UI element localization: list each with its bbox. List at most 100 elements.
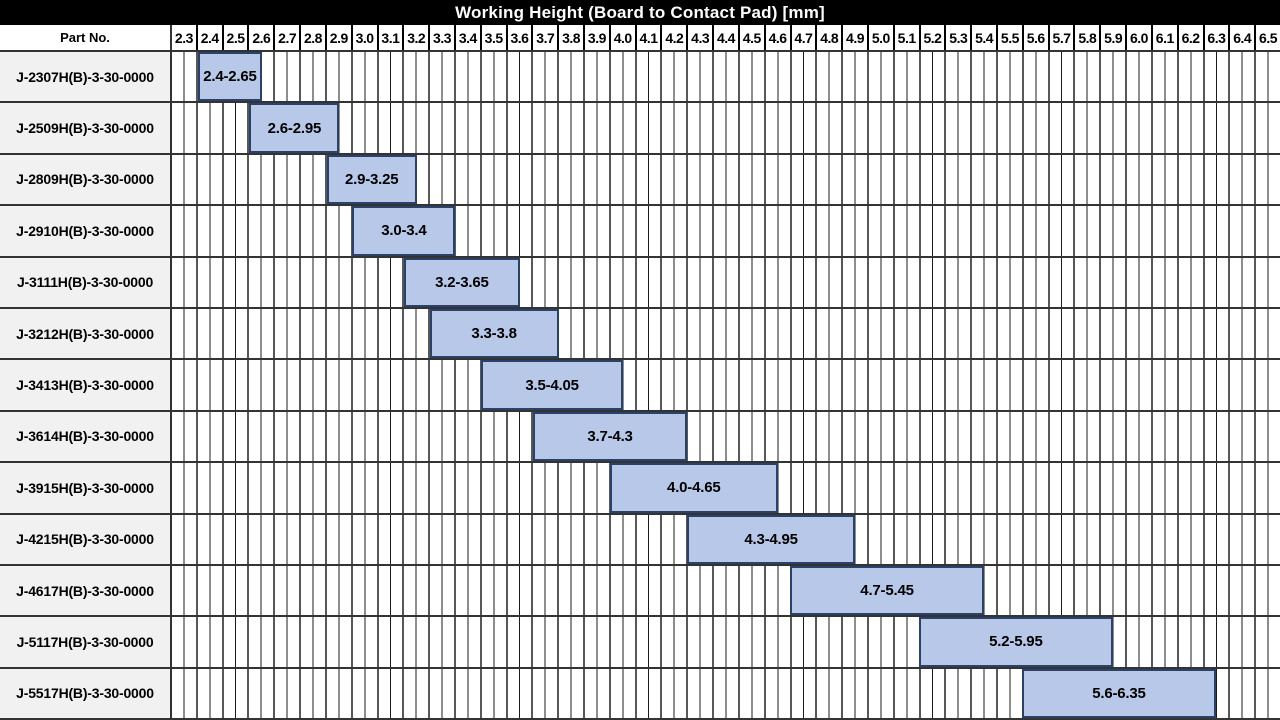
grid-cell [557, 617, 583, 667]
grid-cell [866, 257, 893, 307]
range-bar: 3.2-3.65 [403, 257, 520, 307]
axis-tick-6.5: 6.5 [1254, 25, 1280, 50]
grid-cell [686, 668, 713, 719]
grid-cell [195, 154, 222, 205]
grid-cell [918, 360, 945, 410]
axis-tick-5.3: 5.3 [944, 25, 970, 50]
grid-cell [1125, 308, 1151, 359]
grid-cell [1176, 514, 1203, 564]
grid-cell [996, 206, 1022, 256]
grid-cell [428, 52, 454, 102]
grid-cell [583, 308, 609, 359]
grid-cell [660, 360, 687, 410]
row-plot: 2.9-3.25 [172, 154, 1280, 205]
grid-cell [789, 411, 816, 462]
grid-cell [712, 52, 738, 102]
grid-cell [1125, 206, 1151, 256]
grid-cell [712, 565, 738, 616]
grid-cell [789, 154, 816, 205]
grid-cell [712, 308, 738, 359]
grid-cell [324, 463, 351, 513]
grid-cell [841, 411, 867, 462]
range-bar-label: 3.7-4.3 [587, 427, 633, 445]
grid-cell [1073, 206, 1100, 256]
range-bar-label: 4.3-4.95 [744, 530, 798, 548]
grid-cell [1099, 308, 1126, 359]
chart-title: Working Height (Board to Contact Pad) [m… [0, 0, 1280, 25]
grid-cell [841, 257, 867, 307]
axis-tick-4.1: 4.1 [634, 25, 661, 50]
grid-cell [1047, 411, 1074, 462]
grid-cell [583, 52, 609, 102]
grid-cell [608, 565, 635, 616]
grid-cell [1202, 463, 1229, 513]
grid-cell [763, 617, 790, 667]
grid-cell [660, 257, 687, 307]
grid-cell [273, 617, 300, 667]
grid-cell [453, 514, 480, 564]
grid-cell [1150, 360, 1177, 410]
grid-cell [583, 565, 609, 616]
grid-cell [1228, 463, 1255, 513]
grid-cell [789, 463, 816, 513]
grid-cell [660, 206, 687, 256]
grid-cell [1150, 257, 1177, 307]
part-no-cell: J-3614H(B)-3-30-0000 [0, 411, 172, 462]
grid-cell [505, 617, 532, 667]
grid-cell [996, 514, 1022, 564]
grid-cell [1047, 206, 1074, 256]
grid-cell [712, 154, 738, 205]
grid-cell [557, 514, 583, 564]
grid-cell [531, 668, 558, 719]
part-no-cell: J-5117H(B)-3-30-0000 [0, 617, 172, 667]
grid-cell [1202, 514, 1229, 564]
grid-cell [1202, 411, 1229, 462]
grid-cell [634, 565, 661, 616]
grid-cell [789, 668, 816, 719]
grid-cell [479, 103, 506, 153]
grid-cell [1125, 617, 1151, 667]
axis-tick-6.0: 6.0 [1125, 25, 1151, 50]
grid-cell [1176, 206, 1203, 256]
grid-cell [608, 52, 635, 102]
axis-tick-2.6: 2.6 [247, 25, 273, 50]
grid-cell [428, 411, 454, 462]
grid-cell [1254, 617, 1280, 667]
grid-cell [453, 52, 480, 102]
grid-cell [892, 360, 919, 410]
grid-cell [1228, 52, 1255, 102]
range-bar: 5.6-6.35 [1022, 668, 1216, 719]
grid-cell [866, 411, 893, 462]
grid-cell [763, 206, 790, 256]
grid-cell [531, 514, 558, 564]
grid-cell [660, 565, 687, 616]
grid-cell [763, 154, 790, 205]
grid-cell [712, 360, 738, 410]
grid-cell [172, 565, 196, 616]
grid-cell [479, 154, 506, 205]
grid-cell [221, 308, 248, 359]
row-plot: 3.5-4.05 [172, 360, 1280, 410]
grid-cell [221, 360, 248, 410]
grid-cell [428, 463, 454, 513]
grid-cell [479, 565, 506, 616]
grid-cell [221, 514, 248, 564]
axis-tick-3.2: 3.2 [402, 25, 428, 50]
grid-cell [453, 154, 480, 205]
grid-cell [1150, 154, 1177, 205]
range-bar: 5.2-5.95 [919, 617, 1113, 667]
grid-cell [841, 308, 867, 359]
grid-cell [763, 257, 790, 307]
grid-cell [1228, 617, 1255, 667]
axis-tick-3.8: 3.8 [557, 25, 583, 50]
range-bar: 4.0-4.65 [610, 463, 778, 513]
grid-cell [1228, 360, 1255, 410]
axis-ticks: 2.3 2.4 2.5 2.6 2.7 2.8 2.9 3.0 3.1 3.2 3.3 3.4 3.5 3… [172, 25, 1280, 50]
grid-cell [428, 668, 454, 719]
row-plot: 4.0-4.65 [172, 463, 1280, 513]
grid-cell [892, 154, 919, 205]
grid-cell [737, 565, 764, 616]
grid-cell [737, 206, 764, 256]
range-bar: 4.3-4.95 [687, 514, 855, 564]
grid-cell [634, 514, 661, 564]
